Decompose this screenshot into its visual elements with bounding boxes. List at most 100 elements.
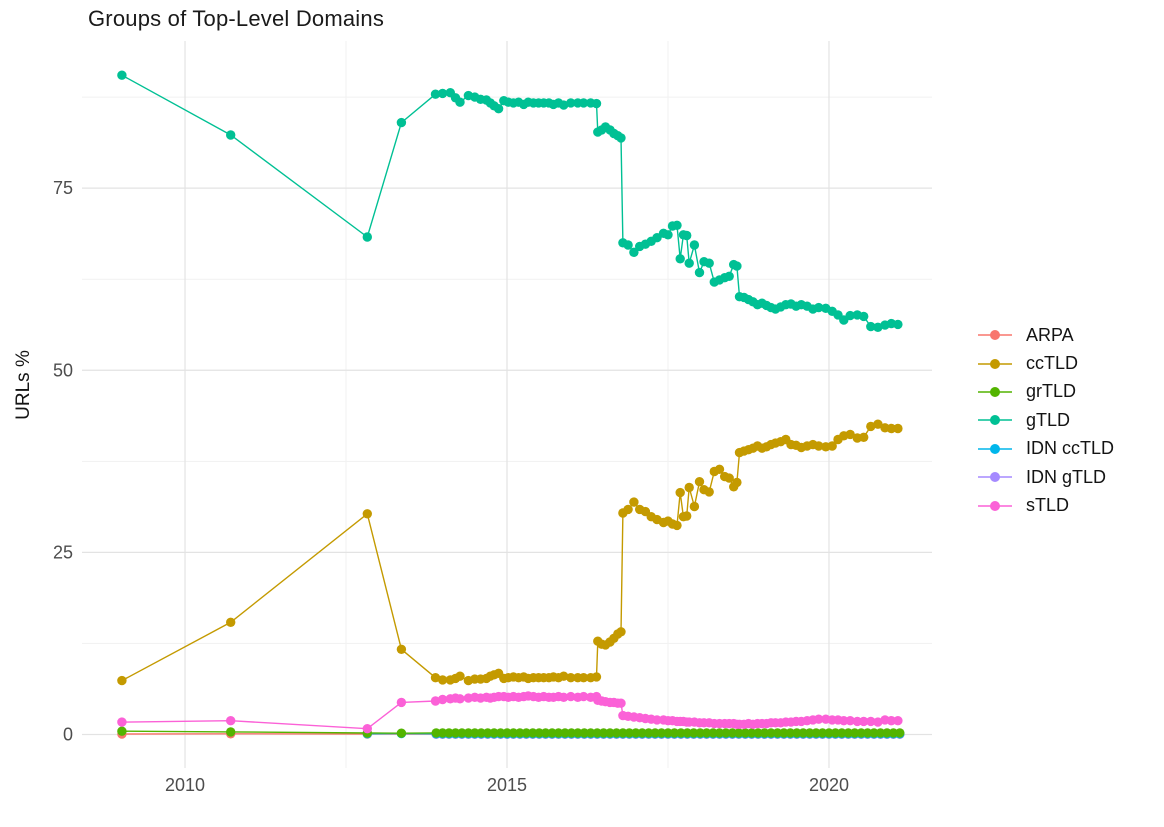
legend: ARPA ccTLD grTLD gTLD IDN ccTLD IDN gTLD sTLD xyxy=(977,321,1114,520)
data-point xyxy=(540,728,551,738)
data-point xyxy=(672,520,682,531)
data-point xyxy=(637,728,647,738)
legend-item-cctld: ccTLD xyxy=(977,349,1114,377)
data-point xyxy=(226,716,236,726)
y-tick-label: 75 xyxy=(53,178,73,198)
data-point xyxy=(362,724,372,734)
data-point xyxy=(117,675,127,686)
legend-key-dot xyxy=(990,443,1000,454)
x-tick-label: 2015 xyxy=(487,775,527,795)
data-point xyxy=(623,504,633,515)
data-point xyxy=(663,230,673,240)
data-point xyxy=(814,441,824,451)
data-point xyxy=(886,423,897,434)
data-point xyxy=(814,714,824,724)
data-point xyxy=(675,254,685,264)
data-point xyxy=(437,675,448,685)
data-point xyxy=(845,716,855,726)
x-tick-label: 2020 xyxy=(809,775,849,795)
data-point xyxy=(591,672,602,682)
data-point xyxy=(893,319,903,330)
data-point xyxy=(886,716,897,726)
data-point xyxy=(457,728,467,738)
data-point xyxy=(672,220,682,230)
data-point xyxy=(578,673,589,683)
data-point xyxy=(766,728,776,738)
data-point xyxy=(817,728,828,738)
legend-label: ccTLD xyxy=(1026,353,1079,374)
data-point xyxy=(578,98,589,108)
data-point xyxy=(624,728,634,738)
data-point xyxy=(437,88,448,99)
data-point xyxy=(850,728,860,738)
series-gtld xyxy=(117,70,903,332)
gridlines-major xyxy=(82,41,932,768)
data-point xyxy=(732,477,742,488)
legend-key-dot xyxy=(990,415,1000,426)
data-point xyxy=(669,728,680,738)
data-point xyxy=(721,728,731,738)
data-point xyxy=(682,230,692,241)
data-point xyxy=(873,717,883,727)
data-point xyxy=(559,692,569,702)
legend-item-arpa: ARPA xyxy=(977,321,1114,349)
data-point xyxy=(714,464,725,474)
data-point xyxy=(845,429,855,440)
data-point xyxy=(521,728,531,738)
data-point xyxy=(882,728,892,738)
legend-label: ARPA xyxy=(1026,324,1074,345)
data-point xyxy=(798,728,808,738)
data-point xyxy=(476,728,486,738)
data-point xyxy=(684,258,694,268)
data-point xyxy=(396,697,407,708)
legend-label: grTLD xyxy=(1026,381,1077,402)
data-point xyxy=(508,728,519,738)
data-point xyxy=(753,728,763,738)
data-point xyxy=(827,441,837,451)
x-tick-label: 2010 xyxy=(165,775,205,795)
legend-item-grtld: grTLD xyxy=(977,378,1114,406)
data-point xyxy=(578,691,589,702)
axis-tick-labels: 0 25 50 75 2010 2015 2020 xyxy=(53,178,849,795)
data-point xyxy=(652,715,662,725)
legend-key-dot xyxy=(990,330,1000,341)
data-point xyxy=(566,673,576,683)
legend-key-dot xyxy=(990,386,1000,397)
legend-key-icon xyxy=(978,358,1012,369)
data-point xyxy=(226,617,236,627)
data-point xyxy=(724,271,734,281)
data-point xyxy=(430,696,441,706)
data-point xyxy=(455,671,465,681)
series-line xyxy=(121,74,898,329)
data-point xyxy=(893,423,903,434)
data-point xyxy=(724,473,734,483)
legend-item-stld: sTLD xyxy=(977,491,1114,519)
data-point xyxy=(455,694,465,704)
data-point xyxy=(785,728,795,738)
y-tick-label: 50 xyxy=(53,360,73,380)
data-point xyxy=(586,728,596,738)
data-point xyxy=(566,98,576,108)
legend-key-icon xyxy=(978,415,1012,426)
y-tick-label: 0 xyxy=(63,724,73,744)
data-point xyxy=(869,728,879,738)
legend-label: IDN ccTLD xyxy=(1026,438,1115,459)
data-point xyxy=(629,497,639,507)
data-point xyxy=(732,261,742,271)
data-point xyxy=(689,240,700,250)
data-point xyxy=(704,258,714,268)
data-point xyxy=(734,728,744,738)
legend-item-gtld: gTLD xyxy=(977,406,1114,434)
series-stld xyxy=(117,691,903,734)
data-point xyxy=(623,240,633,250)
data-point xyxy=(682,511,692,521)
data-point xyxy=(873,322,883,332)
legend-key-dot xyxy=(990,500,1000,511)
data-point xyxy=(859,311,869,322)
data-point xyxy=(866,716,876,727)
data-point xyxy=(226,130,236,140)
data-point xyxy=(430,673,441,683)
data-point xyxy=(616,698,626,708)
data-point xyxy=(704,487,714,497)
